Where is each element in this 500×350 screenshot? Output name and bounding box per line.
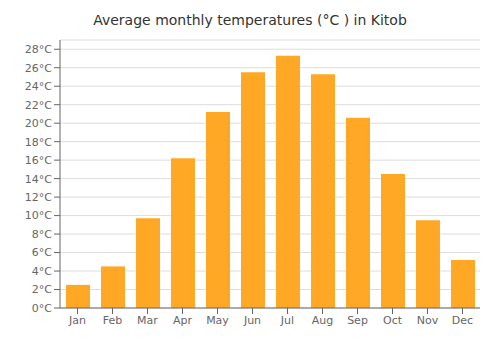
- svg-text:Jul: Jul: [280, 314, 294, 327]
- svg-text:4°C: 4°C: [32, 265, 52, 278]
- svg-text:Feb: Feb: [103, 314, 122, 327]
- svg-text:18°C: 18°C: [25, 136, 52, 149]
- svg-text:Apr: Apr: [173, 314, 193, 327]
- svg-text:26°C: 26°C: [25, 62, 52, 75]
- svg-text:Mar: Mar: [137, 314, 158, 327]
- svg-text:20°C: 20°C: [25, 117, 52, 130]
- svg-text:12°C: 12°C: [25, 191, 52, 204]
- svg-text:Jan: Jan: [68, 314, 86, 327]
- svg-text:Dec: Dec: [452, 314, 473, 327]
- svg-text:16°C: 16°C: [25, 154, 52, 167]
- svg-text:22°C: 22°C: [25, 99, 52, 112]
- svg-text:Aug: Aug: [312, 314, 333, 327]
- svg-text:0°C: 0°C: [32, 302, 52, 315]
- html-text:Average monthly temperatures (: Average monthly temperatures (°C ) in Ki…: [93, 12, 407, 28]
- svg-text:10°C: 10°C: [25, 209, 52, 222]
- svg-text:Sep: Sep: [347, 314, 368, 327]
- svg-text:2°C: 2°C: [32, 283, 52, 296]
- svg-text:24°C: 24°C: [25, 80, 52, 93]
- svg-text:Oct: Oct: [383, 314, 403, 327]
- svg-text:6°C: 6°C: [32, 246, 52, 259]
- svg-text:28°C: 28°C: [25, 43, 52, 56]
- svg-text:14°C: 14°C: [25, 173, 52, 186]
- svg-text:Nov: Nov: [417, 314, 439, 327]
- svg-text:Jun: Jun: [243, 314, 261, 327]
- svg-text:8°C: 8°C: [32, 228, 52, 241]
- svg-text:May: May: [206, 314, 229, 327]
